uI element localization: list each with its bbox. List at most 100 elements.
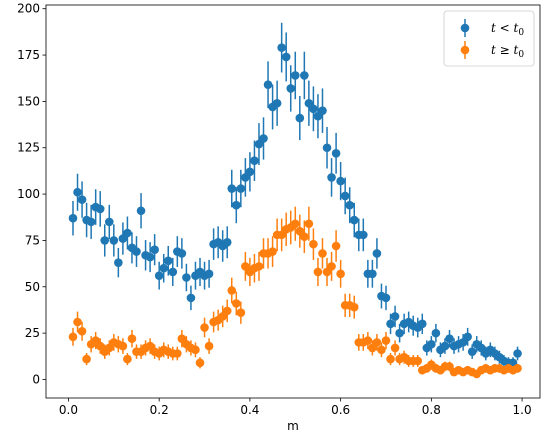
data-point: [104, 217, 114, 227]
data-point: [386, 319, 395, 329]
data-point: [136, 206, 146, 216]
data-point: [381, 293, 391, 303]
legend-var: t: [491, 43, 496, 57]
data-point: [340, 191, 350, 201]
data-point: [386, 354, 395, 364]
legend: t < t0t ≥ t0: [443, 10, 535, 67]
data-point: [227, 184, 237, 193]
x-tick-label: 1.0: [513, 403, 532, 417]
data-point: [331, 149, 341, 158]
data-point: [123, 228, 132, 238]
data-point: [168, 267, 178, 277]
legend-subscript: 0: [518, 50, 524, 60]
data-point: [77, 195, 87, 204]
data-point: [254, 262, 264, 271]
data-point: [327, 173, 336, 182]
data-point: [277, 43, 286, 52]
data-point: [222, 237, 232, 247]
data-point: [336, 176, 345, 186]
x-axis-ticks: 0.0 0.2 0.4 0.6 0.8 1.0: [59, 398, 532, 417]
data-point: [263, 80, 273, 90]
data-point: [268, 247, 277, 256]
x-tick-label: 0.4: [240, 403, 259, 417]
data-point: [313, 267, 323, 277]
x-tick-label: 0.8: [422, 403, 441, 417]
data-point: [231, 299, 241, 308]
data-point: [368, 269, 377, 279]
data-point: [327, 262, 336, 271]
data-point: [73, 187, 82, 197]
data-point: [68, 213, 78, 223]
data-point: [349, 302, 359, 312]
series-layer: [68, 22, 522, 379]
data-point: [186, 293, 196, 303]
data-point: [236, 184, 246, 193]
y-tick-label: 75: [25, 233, 40, 247]
data-point: [150, 245, 159, 254]
data-point: [245, 167, 255, 177]
data-point: [359, 230, 368, 240]
data-point: [231, 200, 241, 210]
data-point: [200, 323, 209, 332]
data-point: [372, 338, 382, 347]
legend-var-base: t: [514, 43, 519, 57]
data-point: [513, 349, 522, 358]
data-point: [427, 339, 436, 349]
data-point: [163, 256, 173, 266]
data-point: [73, 317, 82, 327]
y-tick-label: 0: [32, 372, 40, 386]
axes-frame: [45, 4, 541, 399]
data-point: [349, 215, 359, 225]
data-point: [413, 356, 423, 366]
data-point: [100, 236, 110, 245]
data-point: [300, 232, 309, 242]
data-point: [236, 308, 246, 318]
data-point: [390, 343, 400, 353]
data-point: [68, 332, 78, 342]
y-tick-label: 150: [17, 94, 40, 108]
legend-var: t: [491, 21, 496, 35]
y-tick-label: 100: [17, 187, 40, 201]
data-point: [381, 336, 391, 345]
data-point: [145, 252, 155, 262]
data-point: [286, 84, 296, 93]
data-point: [250, 156, 259, 166]
data-point: [290, 219, 300, 229]
plot-area: 0.0 0.2 0.4 0.6 0.8 1.0 0 25 50 75 100 125 150 175 20…: [17, 2, 541, 417]
data-point: [132, 247, 141, 256]
data-point: [86, 217, 96, 227]
data-point: [154, 271, 164, 280]
data-point: [331, 241, 341, 251]
series-2: [68, 206, 522, 379]
legend-marker: [460, 45, 470, 55]
data-point: [295, 113, 305, 123]
data-point: [431, 328, 441, 338]
data-point: [109, 236, 119, 245]
data-point: [272, 98, 282, 108]
y-axis-ticks: 0 25 50 75 100 125 150 175 200: [17, 2, 46, 386]
data-point: [259, 134, 268, 143]
data-point: [204, 269, 214, 279]
data-point: [195, 358, 205, 368]
y-tick-label: 125: [17, 141, 40, 155]
data-point: [123, 354, 132, 364]
data-point: [318, 249, 327, 258]
data-point: [300, 71, 309, 80]
data-point: [227, 286, 237, 295]
data-point: [159, 263, 169, 273]
legend-marker: [460, 23, 470, 33]
data-point: [322, 143, 332, 153]
x-tick-label: 0.6: [331, 403, 350, 417]
data-point: [372, 249, 382, 258]
legend-relation: <: [496, 21, 514, 35]
data-point: [445, 334, 454, 343]
data-point: [77, 326, 87, 336]
legend-relation: ≥: [496, 43, 514, 57]
data-point: [127, 334, 137, 343]
y-tick-label: 25: [25, 326, 40, 340]
data-point: [204, 341, 214, 351]
data-point: [281, 52, 291, 62]
data-point: [177, 249, 187, 258]
data-point: [390, 312, 400, 321]
series-1: [68, 22, 522, 369]
